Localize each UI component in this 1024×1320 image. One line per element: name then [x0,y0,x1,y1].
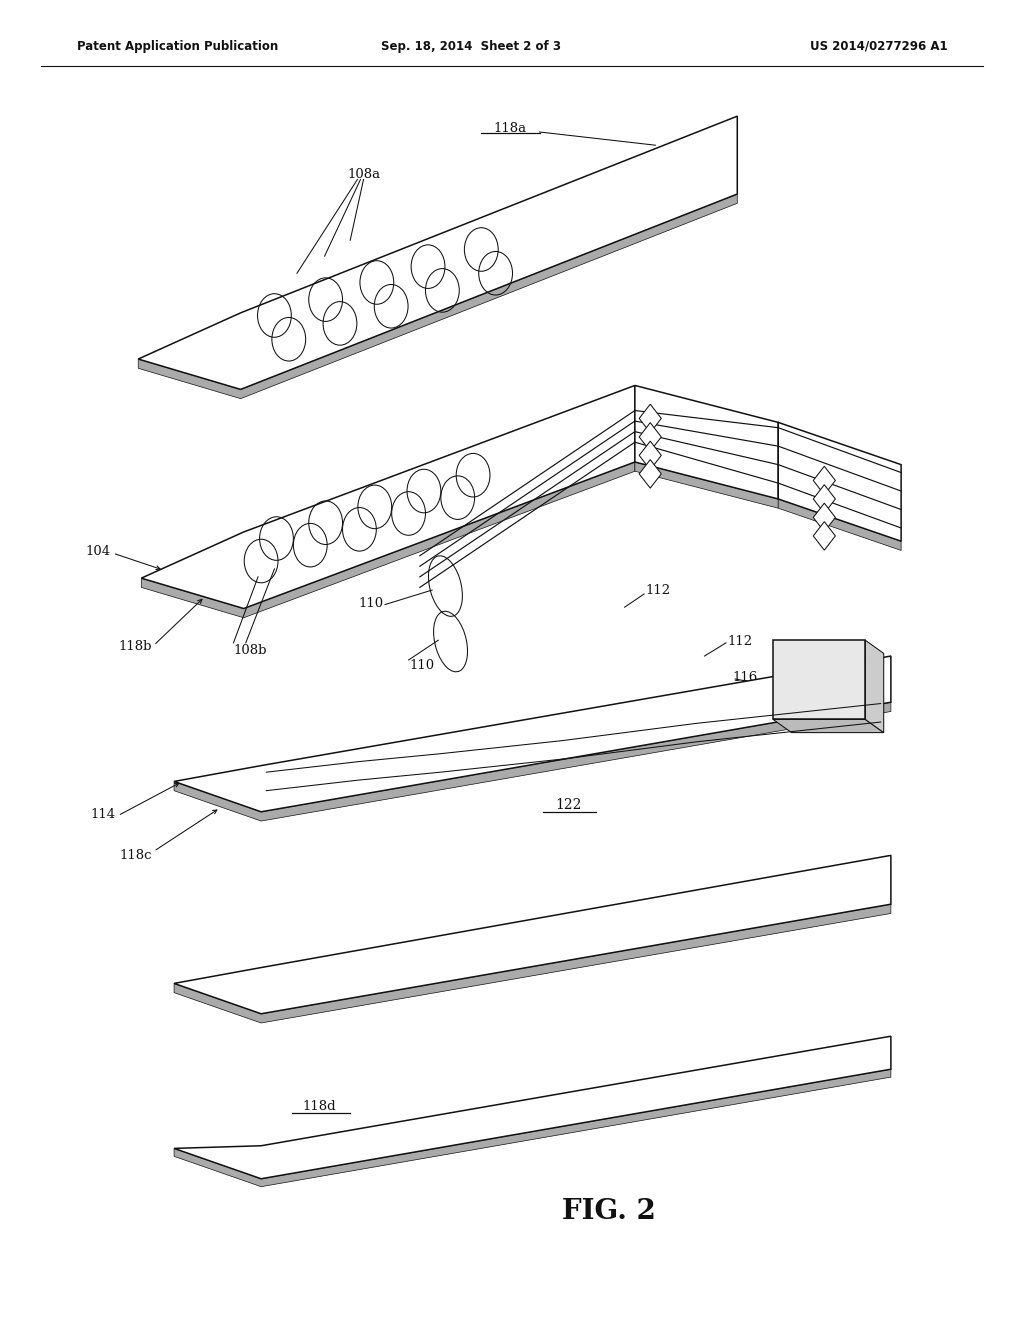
Polygon shape [773,640,865,719]
Text: 114: 114 [90,808,116,821]
Polygon shape [639,441,662,470]
Text: 118d: 118d [303,1100,336,1113]
Polygon shape [174,1069,891,1187]
Polygon shape [174,904,891,1023]
Polygon shape [141,385,635,609]
Polygon shape [174,702,891,821]
Polygon shape [639,422,662,451]
Polygon shape [778,422,901,541]
Polygon shape [639,459,662,488]
Polygon shape [813,503,836,532]
Polygon shape [174,855,891,1014]
Text: 116: 116 [732,671,758,684]
Text: US 2014/0277296 A1: US 2014/0277296 A1 [810,40,947,53]
Polygon shape [174,1036,891,1179]
Polygon shape [635,385,778,499]
Text: LIGHT
SOURCE: LIGHT SOURCE [796,669,843,690]
Polygon shape [773,719,884,733]
Text: 110: 110 [358,597,384,610]
Text: 118b: 118b [118,640,152,653]
Polygon shape [865,640,884,733]
Polygon shape [778,499,901,550]
Polygon shape [813,466,836,495]
Polygon shape [639,404,662,433]
Polygon shape [138,116,737,389]
Polygon shape [813,484,836,513]
Text: 112: 112 [727,635,753,648]
Text: 110: 110 [410,659,435,672]
Polygon shape [174,656,891,812]
Text: Sep. 18, 2014  Sheet 2 of 3: Sep. 18, 2014 Sheet 2 of 3 [381,40,561,53]
Text: 118c: 118c [119,849,152,862]
Polygon shape [635,462,778,508]
Polygon shape [138,194,737,399]
Text: 108a: 108a [347,168,380,181]
Text: 108b: 108b [233,644,267,657]
Text: 122: 122 [555,799,582,812]
Text: Patent Application Publication: Patent Application Publication [77,40,279,53]
Polygon shape [141,462,635,618]
Text: FIG. 2: FIG. 2 [562,1199,656,1225]
Text: 112: 112 [645,583,671,597]
Text: 104: 104 [85,545,111,558]
Polygon shape [813,521,836,550]
Text: 118a: 118a [494,121,526,135]
